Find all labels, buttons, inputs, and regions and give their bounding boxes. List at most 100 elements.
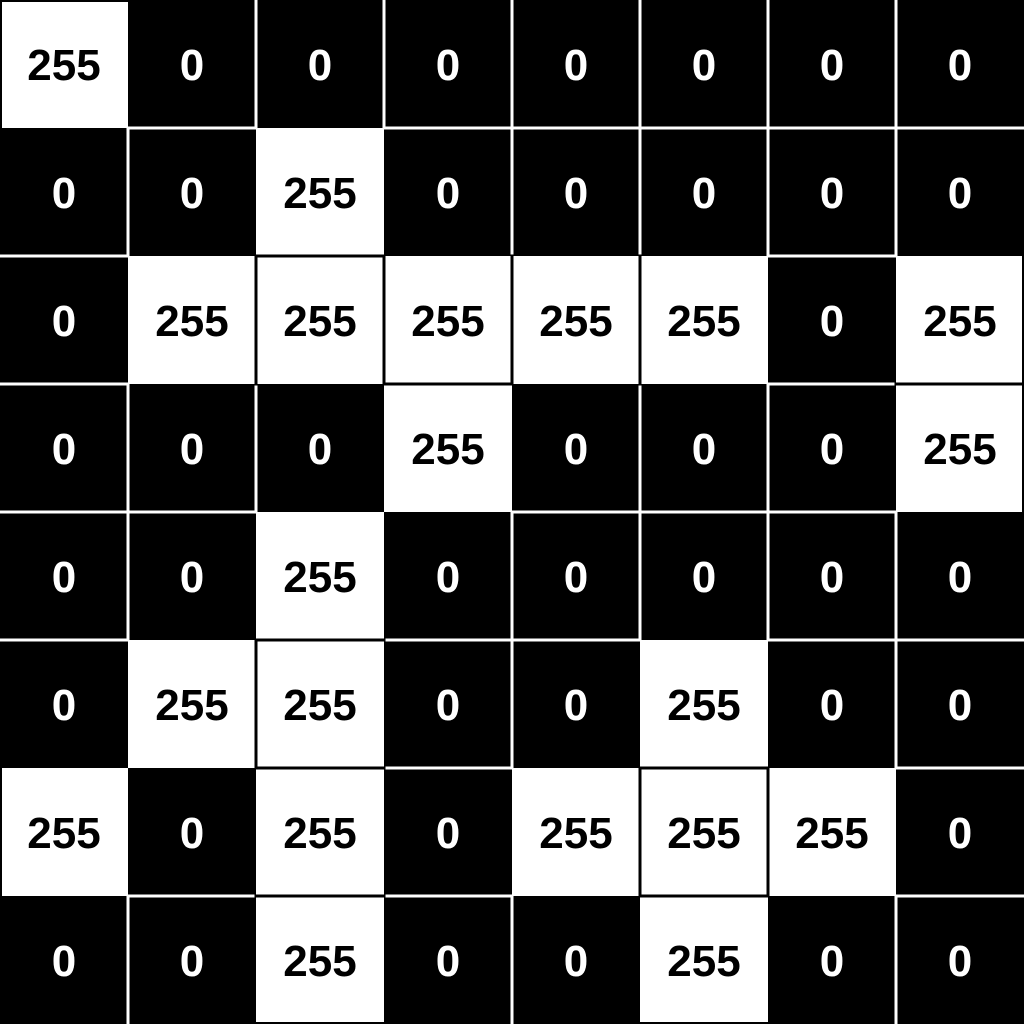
pixel-value-label: 0 [692,553,716,602]
pixel-cell-white [0,768,128,896]
pixel-value-label: 0 [180,937,204,986]
pixel-cell-white [768,768,896,896]
pixel-cell-black [896,640,1024,768]
pixel-value-label: 0 [180,425,204,474]
pixel-cell-white [640,896,768,1024]
pixel-value-label: 0 [436,681,460,730]
pixel-cell-black [512,640,640,768]
pixel-value-label: 255 [283,809,356,858]
pixel-value-label: 0 [948,937,972,986]
pixel-value-label: 0 [564,553,588,602]
pixel-cell-white [640,768,768,896]
pixel-value-label: 0 [52,937,76,986]
pixel-cell-white [0,0,128,128]
pixel-cell-white [896,384,1024,512]
pixel-cell-black [0,256,128,384]
pixel-cell-black [0,384,128,512]
pixel-cell-black [896,768,1024,896]
pixel-value-label: 0 [52,169,76,218]
pixel-cell-white [640,256,768,384]
pixel-value-label: 255 [539,297,612,346]
pixel-cell-black [128,896,256,1024]
pixel-cell-white [384,256,512,384]
pixel-value-label: 0 [436,809,460,858]
pixel-cell-black [128,512,256,640]
pixel-cell-black [768,0,896,128]
pixel-value-label: 0 [948,809,972,858]
pixel-cell-white [256,512,384,640]
pixel-cell-black [512,384,640,512]
pixel-cell-black [256,384,384,512]
pixel-value-label: 255 [283,553,356,602]
pixel-value-label: 0 [948,169,972,218]
pixel-cell-black [384,128,512,256]
pixel-cell-black [128,768,256,896]
pixel-cell-black [512,128,640,256]
pixel-cell-black [128,384,256,512]
pixel-cell-black [512,896,640,1024]
pixel-value-label: 255 [411,297,484,346]
pixel-value-label: 0 [564,41,588,90]
pixel-value-label: 255 [27,41,100,90]
pixel-value-label: 0 [564,937,588,986]
pixel-cell-black [640,128,768,256]
pixel-cell-black [896,128,1024,256]
pixel-value-label: 0 [948,553,972,602]
pixel-value-label: 255 [667,809,740,858]
pixel-value-label: 255 [283,297,356,346]
pixel-cell-black [384,640,512,768]
pixel-value-label: 255 [667,297,740,346]
pixel-value-label: 255 [795,809,868,858]
pixel-value-label: 255 [923,297,996,346]
pixel-value-label: 0 [436,169,460,218]
pixel-value-label: 0 [820,425,844,474]
pixel-value-label: 0 [564,425,588,474]
pixel-value-label: 0 [692,425,716,474]
pixel-value-label: 0 [564,169,588,218]
pixel-value-label: 255 [283,937,356,986]
pixel-value-label: 0 [52,297,76,346]
pixel-cell-black [640,384,768,512]
pixel-value-label: 0 [820,41,844,90]
pixel-cell-black [128,0,256,128]
pixel-cell-black [896,512,1024,640]
pixel-cell-black [512,512,640,640]
pixel-cell-black [128,128,256,256]
pixel-cell-black [0,896,128,1024]
pixel-cell-white [512,768,640,896]
pixel-value-label: 0 [52,553,76,602]
pixel-cell-black [0,640,128,768]
pixel-value-label: 0 [564,681,588,730]
pixel-cell-white [128,640,256,768]
pixel-value-label: 0 [820,937,844,986]
pixel-cell-black [768,384,896,512]
pixel-cell-black [384,0,512,128]
pixel-value-label: 0 [692,169,716,218]
pixel-cell-white [640,640,768,768]
pixel-cell-white [896,256,1024,384]
pixel-value-label: 255 [283,681,356,730]
pixel-cell-white [256,128,384,256]
pixel-value-label: 0 [820,681,844,730]
pixel-value-label: 0 [180,169,204,218]
pixel-cell-black [768,512,896,640]
pixel-cell-black [768,128,896,256]
pixel-value-label: 255 [283,169,356,218]
pixel-value-label: 0 [820,169,844,218]
pixel-cell-black [768,896,896,1024]
pixel-value-label: 0 [436,937,460,986]
pixel-cell-white [512,256,640,384]
pixel-cell-black [896,896,1024,1024]
pixel-value-label: 0 [180,41,204,90]
pixel-value-label: 0 [948,681,972,730]
pixel-cell-white [256,768,384,896]
pixel-value-label: 0 [52,681,76,730]
pixel-cell-black [384,896,512,1024]
pixel-value-label: 0 [308,425,332,474]
pixel-cell-black [0,128,128,256]
pixel-value-label: 255 [27,809,100,858]
pixel-value-label: 0 [52,425,76,474]
pixel-value-label: 0 [180,553,204,602]
